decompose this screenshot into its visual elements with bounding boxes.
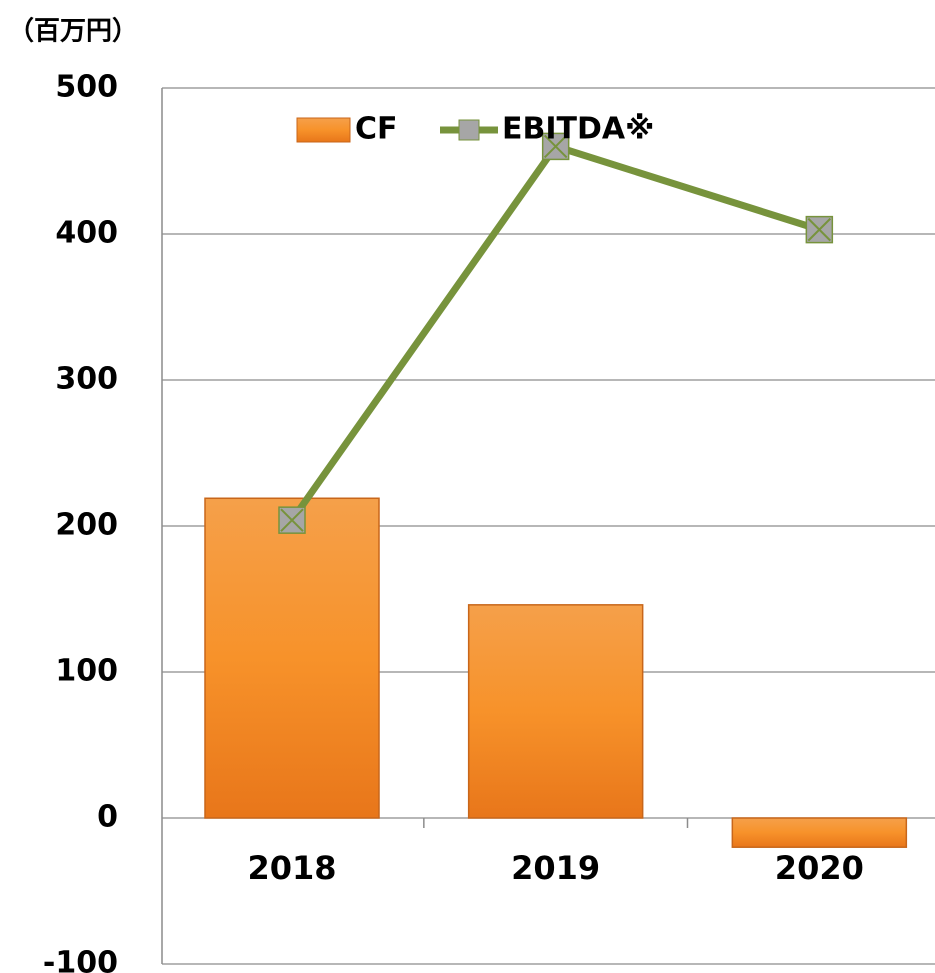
- marker-cross: [807, 217, 832, 242]
- bar: [731, 817, 908, 848]
- legend-label: EBITDA※: [502, 112, 654, 147]
- y-tick-label: 0: [97, 800, 118, 835]
- y-tick-label: -100: [43, 946, 118, 973]
- y-tick-label: 100: [55, 654, 118, 689]
- y-tick-label: 300: [55, 362, 118, 397]
- x-tick-label: 2019: [511, 849, 600, 887]
- bar: [204, 497, 380, 819]
- marker-cross: [543, 134, 568, 159]
- line: [289, 142, 821, 523]
- marker-cross: [280, 508, 304, 532]
- legend-label: CF: [355, 112, 398, 147]
- legend-swatch: [296, 117, 351, 143]
- x-tick-label: 2020: [775, 849, 864, 887]
- y-tick-label: 200: [55, 508, 118, 543]
- x-tick-label: 2018: [247, 849, 336, 887]
- y-unit-label: （百万円）: [8, 17, 138, 47]
- legend-marker: [458, 119, 480, 141]
- y-tick-label: 400: [55, 216, 118, 251]
- bar: [467, 604, 644, 819]
- y-tick-label: 500: [55, 70, 118, 105]
